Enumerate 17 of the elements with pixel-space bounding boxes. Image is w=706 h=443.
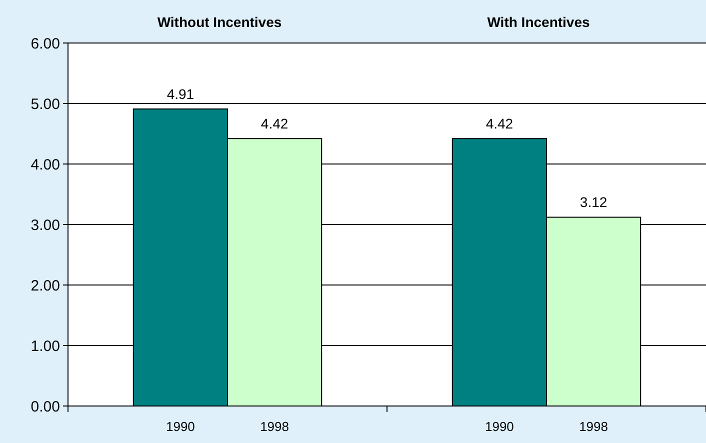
y-tick-label: 1.00 <box>30 338 60 355</box>
data-label: 4.42 <box>260 116 288 132</box>
text: 1990 <box>484 419 514 434</box>
series-label: 1998 <box>260 419 290 434</box>
text: 1998 <box>579 419 608 434</box>
y-tick-label: 0.00 <box>30 398 60 416</box>
y-tick-label: 2.00 <box>30 277 60 294</box>
series-label: 1990 <box>166 419 195 434</box>
y-tick-label: 5.00 <box>30 96 60 113</box>
y-tick-label: 3.00 <box>30 216 60 234</box>
y-tick-label: 6.00 <box>30 35 60 52</box>
data-label: 4.91 <box>166 86 194 102</box>
x-tick-label: With Incentives <box>487 14 590 30</box>
y-tick-label: 4.00 <box>30 156 60 174</box>
data-label: 4.42 <box>486 116 514 132</box>
data-label: 3.12 <box>580 194 608 210</box>
x-tick-label: Without Incentives <box>157 14 282 30</box>
